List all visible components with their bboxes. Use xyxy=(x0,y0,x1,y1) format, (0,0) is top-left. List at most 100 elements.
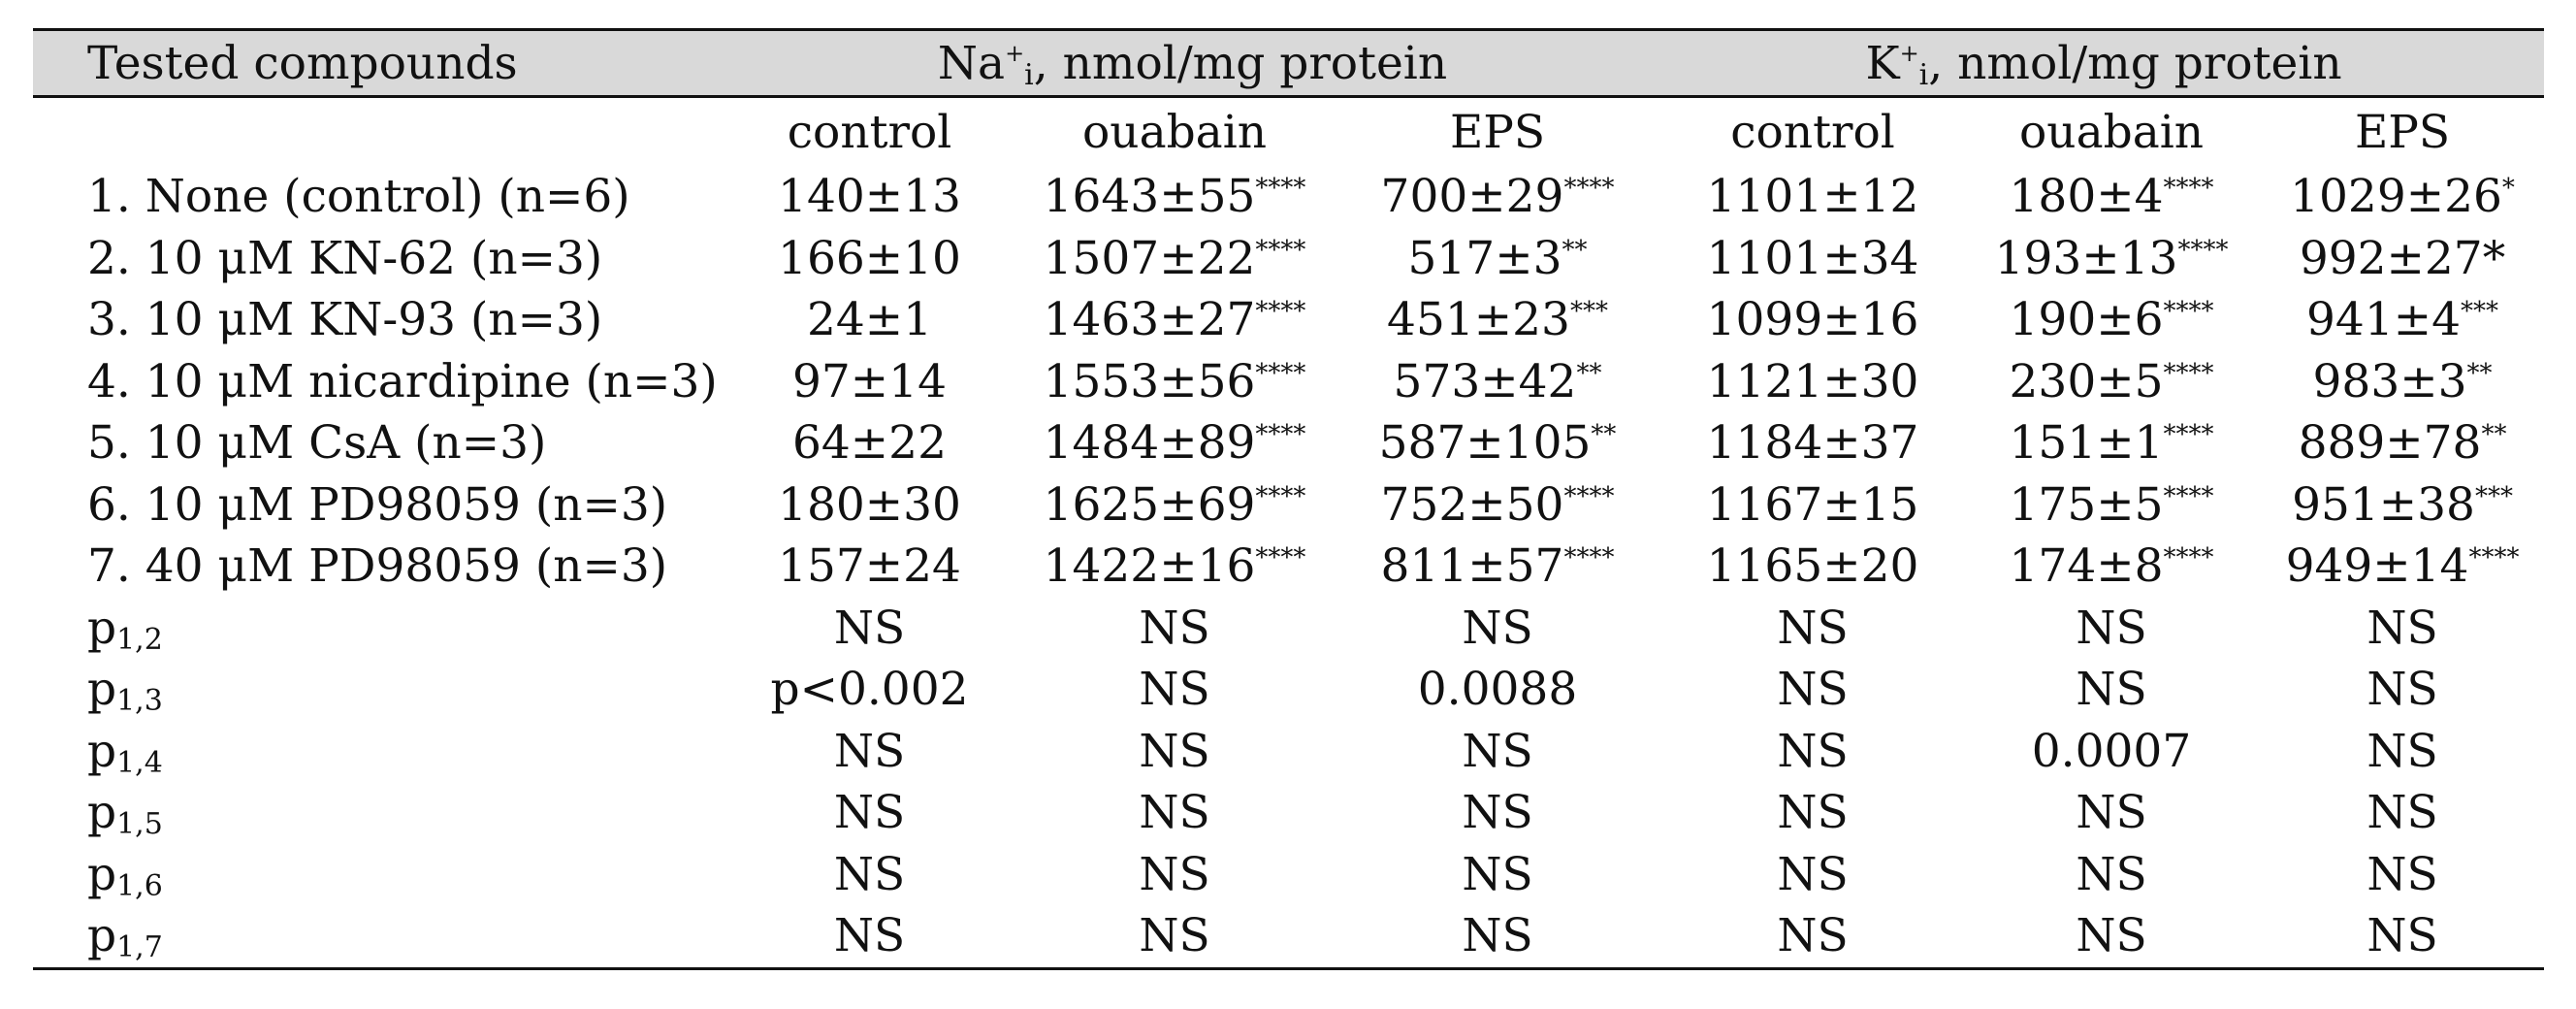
header-k-group: K+i, nmol/mg protein xyxy=(1663,28,2545,98)
p-value-cell: NS xyxy=(1777,601,1849,655)
significance-marker: * xyxy=(2501,174,2515,204)
significance-marker: **** xyxy=(1563,481,1615,511)
subheader-row: control ouabain EPS control ouabain EPS xyxy=(33,97,2544,167)
significance-marker: **** xyxy=(1255,420,1306,450)
significance-marker: **** xyxy=(2163,420,2214,450)
table-cell: 1484±89**** xyxy=(1017,412,1332,474)
significance-marker: **** xyxy=(1255,235,1306,265)
table-cell: 1643±55**** xyxy=(1017,166,1332,228)
table-cell: 64±22 xyxy=(722,412,1017,474)
significance-marker: **** xyxy=(1255,358,1306,388)
p-value-cell: NS xyxy=(1777,847,1849,901)
table-cell: 752±50**** xyxy=(1332,474,1663,537)
p-subscript: 1,6 xyxy=(116,868,163,903)
table-cell: 1422±16**** xyxy=(1017,536,1332,598)
row-label: 1. None (control) (n=6) xyxy=(87,170,630,224)
na-charge: + xyxy=(1005,39,1025,67)
p-value-cell: NS xyxy=(1462,724,1533,778)
p-subscript: 1,2 xyxy=(116,622,163,657)
cell-value: 64±22 xyxy=(792,416,947,471)
p-value-cell: NS xyxy=(1139,786,1210,840)
p-value-row: p1,7 NS NS NS NS NS NS xyxy=(33,905,2545,970)
p-value-cell: NS xyxy=(1777,724,1849,778)
significance-marker: *** xyxy=(2474,481,2513,511)
table-cell: 166±10 xyxy=(722,228,1017,290)
table-cell: 1167±15 xyxy=(1663,474,1962,537)
na-subscript: i xyxy=(1024,57,1034,92)
cell-value: 157±24 xyxy=(778,539,961,594)
table-cell: 451±23*** xyxy=(1332,289,1663,351)
cell-value: 193±13 xyxy=(1994,231,2178,285)
p-value-cell: NS xyxy=(1777,663,1849,717)
table-row: 5. 10 μM CsA (n=3) 64±22 1484±89**** 587±10… xyxy=(33,412,2544,474)
p-value-label: p1,7 xyxy=(33,905,722,970)
cell-value: 949±14 xyxy=(2285,539,2469,594)
p-value-label: p1,2 xyxy=(33,598,722,660)
row-label: 3. 10 μM KN-93 (n=3) xyxy=(87,293,603,347)
p-value-cell: NS xyxy=(2076,786,2147,840)
significance-marker: **** xyxy=(2177,235,2229,265)
table-cell: 193±13**** xyxy=(1962,228,2261,290)
table-cell: 180±30 xyxy=(722,474,1017,537)
table-cell: 587±105** xyxy=(1332,412,1663,474)
significance-marker: **** xyxy=(1255,297,1306,327)
header-group-row: Tested compounds Na+i, nmol/mg protein K… xyxy=(33,28,2545,98)
cell-value: 1625±69 xyxy=(1043,477,1256,532)
table-cell: 949±14**** xyxy=(2261,536,2544,598)
table-cell: 1625±69**** xyxy=(1017,474,1332,537)
header-na-group: Na+i, nmol/mg protein xyxy=(722,28,1664,98)
cell-value: 1099±16 xyxy=(1706,293,1919,347)
p-subscript: 1,3 xyxy=(116,684,163,719)
cell-value: 230±5 xyxy=(2009,354,2164,408)
cell-value: 24±1 xyxy=(806,293,933,347)
p-value-row: p1,3 p<0.002 NS 0.0088 NS NS NS xyxy=(33,659,2544,721)
table-row: 7. 40 μM PD98059 (n=3) 157±24 1422±16**** 8… xyxy=(33,536,2544,598)
cell-value: 951±38 xyxy=(2292,477,2475,532)
k-subscript: i xyxy=(1918,57,1929,92)
significance-marker: *** xyxy=(1569,297,1608,327)
table-cell: 1165±20 xyxy=(1663,536,1962,598)
na-ion: Na xyxy=(937,36,1006,90)
row-label: 7. 40 μM PD98059 (n=3) xyxy=(87,539,668,594)
significance-marker: **** xyxy=(2163,481,2214,511)
cell-value: 941±4 xyxy=(2306,293,2462,347)
cell-value: 190±6 xyxy=(2009,293,2164,347)
subheader-na-control: control xyxy=(787,105,952,159)
row-label: 2. 10 μM KN-62 (n=3) xyxy=(87,231,603,285)
table-body: control ouabain EPS control ouabain EPS … xyxy=(33,97,2545,970)
table-cell: 811±57**** xyxy=(1332,536,1663,598)
table-cell: 1029±26* xyxy=(2261,166,2544,228)
cell-value: 151±1 xyxy=(2009,416,2164,471)
table-cell: 157±24 xyxy=(722,536,1017,598)
significance-marker: **** xyxy=(2163,543,2214,573)
cell-value: 1507±22 xyxy=(1043,231,1256,285)
p-value-cell: NS xyxy=(1139,601,1210,655)
table-cell: 174±8**** xyxy=(1962,536,2261,598)
significance-marker: **** xyxy=(2163,358,2214,388)
p-value-row: p1,4 NS NS NS NS 0.0007 NS xyxy=(33,721,2544,783)
p-value-label: p1,3 xyxy=(33,659,722,721)
subheader-k-ouabain: ouabain xyxy=(2019,105,2205,159)
p-value-cell: NS xyxy=(1462,786,1533,840)
significance-marker: ** xyxy=(2466,358,2493,388)
p-value-row: p1,2 NS NS NS NS NS NS xyxy=(33,598,2544,660)
cell-value: 166±10 xyxy=(778,231,961,285)
cell-value: 1029±26 xyxy=(2290,170,2502,224)
p-subscript: 1,5 xyxy=(116,807,163,842)
cell-value: 1184±37 xyxy=(1706,416,1919,471)
table-cell: 517±3** xyxy=(1332,228,1663,290)
row-label: 4. 10 μM nicardipine (n=3) xyxy=(87,354,718,408)
k-ion: K xyxy=(1865,36,1900,90)
table-cell: 889±78** xyxy=(2261,412,2544,474)
cell-value: 451±23 xyxy=(1387,293,1570,347)
p-value-cell: NS xyxy=(2261,905,2545,970)
p-value-cell: NS xyxy=(2076,601,2147,655)
table-cell: 97±14 xyxy=(722,351,1017,413)
subheader-k-control: control xyxy=(1730,105,1895,159)
cell-value: 1484±89 xyxy=(1043,416,1256,471)
table-cell: 140±13 xyxy=(722,166,1017,228)
p-value-cell: NS xyxy=(1139,724,1210,778)
p-value-cell: 0.0007 xyxy=(2031,724,2192,778)
table-cell: 180±4**** xyxy=(1962,166,2261,228)
p-value-cell: NS xyxy=(833,724,906,778)
